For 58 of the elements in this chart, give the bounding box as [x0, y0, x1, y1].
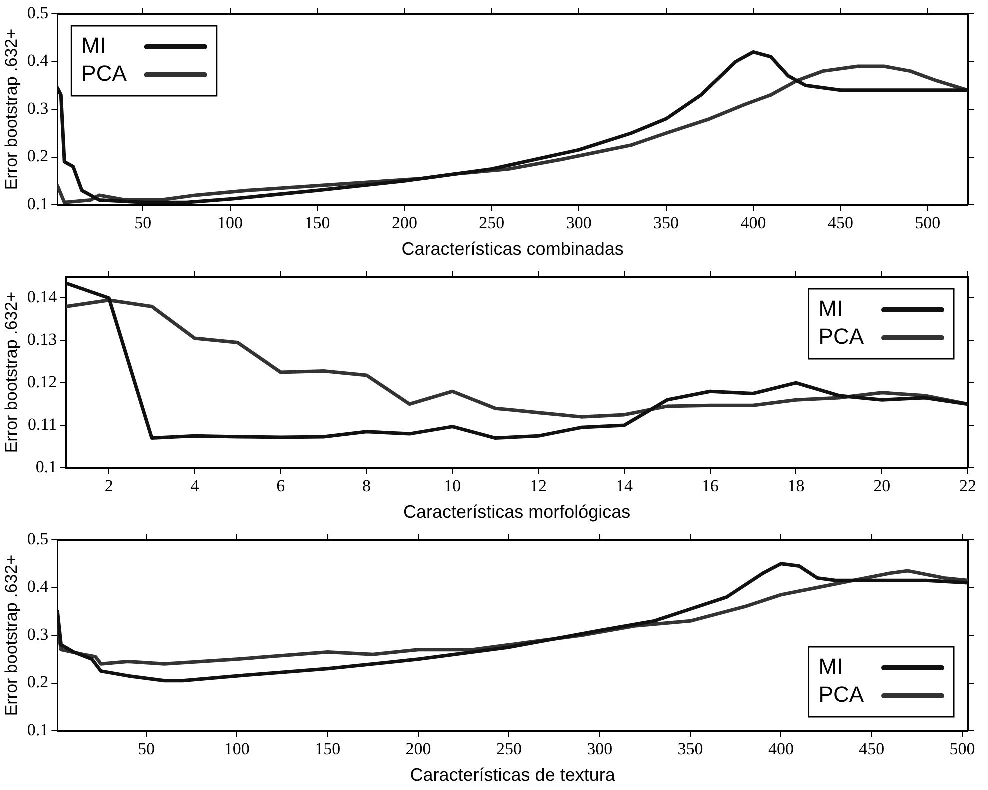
y-tick-label: 0.3	[27, 624, 49, 644]
x-tick-label: 250	[479, 214, 505, 233]
legend-label: PCA	[818, 324, 864, 350]
y-tick-label: 0.4	[27, 577, 50, 596]
x-tick-label: 350	[678, 740, 704, 759]
x-tick-label: 450	[828, 214, 854, 233]
y-tick-label: 0.1	[27, 194, 49, 214]
y-tick-label: 0.2	[27, 672, 49, 692]
y-axis-title: Error bootstrap .632+	[2, 292, 21, 454]
x-tick-label: 500	[915, 214, 941, 233]
x-tick-label: 400	[740, 214, 766, 233]
y-tick-label: 0.5	[27, 3, 49, 22]
y-axis-title: Error bootstrap .632+	[2, 554, 21, 716]
x-tick-label: 14	[616, 476, 634, 496]
legend-label: MI	[818, 296, 844, 322]
x-tick-label: 8	[362, 476, 372, 496]
x-tick-label: 200	[406, 740, 432, 759]
y-tick-label: 0.11	[28, 415, 58, 434]
x-tick-label: 400	[768, 740, 794, 759]
legend-label: PCA	[818, 682, 864, 708]
y-tick-label: 0.2	[27, 146, 49, 166]
x-tick-label: 300	[566, 214, 592, 233]
y-tick-label: 0.13	[27, 330, 58, 350]
y-axis-title: Error bootstrap .632+	[2, 28, 21, 190]
y-tick-label: 0.4	[27, 51, 50, 70]
y-tick-label: 0.3	[27, 98, 49, 118]
x-tick-label: 450	[859, 740, 885, 759]
y-tick-label: 0.12	[27, 372, 58, 392]
x-axis-title: Características morfológicas	[404, 502, 631, 522]
y-tick-label: 0.5	[27, 529, 49, 548]
x-tick-label: 4	[190, 476, 200, 496]
y-tick-label: 0.14	[27, 288, 58, 307]
x-tick-label: 20	[874, 476, 891, 496]
x-tick-label: 2	[104, 476, 114, 496]
legend-label: MI	[82, 33, 106, 58]
x-tick-label: 6	[276, 476, 286, 496]
x-axis-title: Características combinadas	[402, 239, 624, 260]
x-tick-label: 350	[654, 214, 680, 233]
x-tick-label: 50	[138, 740, 156, 759]
y-tick-label: 0.1	[36, 457, 58, 476]
x-tick-label: 150	[304, 214, 330, 233]
y-tick-label: 0.1	[27, 720, 49, 740]
x-tick-label: 16	[702, 476, 719, 496]
x-tick-label: 200	[392, 214, 418, 233]
x-tick-label: 22	[960, 476, 976, 496]
x-tick-label: 150	[315, 740, 341, 759]
x-tick-label: 10	[444, 476, 462, 496]
x-tick-label: 250	[496, 740, 522, 759]
x-tick-label: 18	[788, 476, 805, 496]
x-tick-label: 100	[224, 740, 250, 759]
legend-label: MI	[818, 654, 844, 680]
x-axis-title: Características de textura	[410, 765, 616, 786]
x-tick-label: 100	[218, 214, 244, 233]
x-tick-label: 50	[134, 214, 152, 233]
x-tick-label: 500	[950, 740, 976, 759]
x-tick-label: 12	[530, 476, 548, 496]
x-tick-label: 300	[587, 740, 613, 759]
legend-label: PCA	[82, 61, 128, 86]
